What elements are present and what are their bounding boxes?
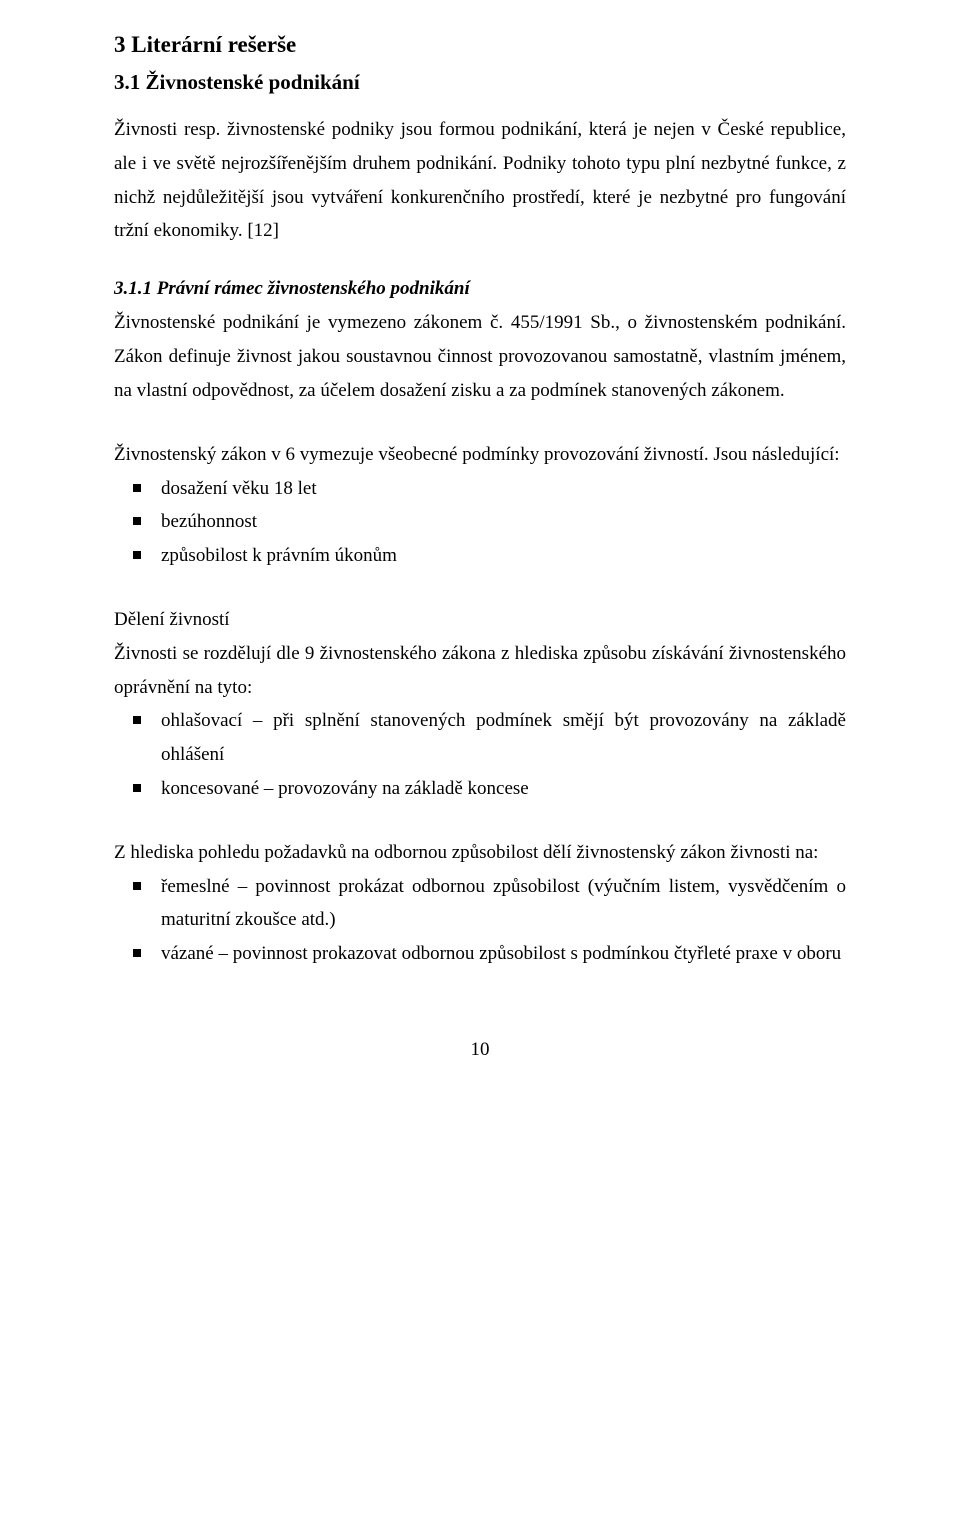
paragraph-types-lead: Živnosti se rozdělují dle 9 živnostenské… (114, 637, 846, 705)
heading-level-4: 3.1.1 Právní rámec živnostenského podnik… (114, 278, 846, 300)
heading-level-2: 3 Literární rešerše (114, 32, 846, 58)
paragraph-intro: Živnosti resp. živnostenské podniky jsou… (114, 113, 846, 248)
subheading-deleni: Dělení živností (114, 603, 846, 637)
list-item: dosažení věku 18 let (114, 472, 846, 506)
paragraph-conditions-lead: Živnostenský zákon v 6 vymezuje všeobecn… (114, 438, 846, 472)
list-item: řemeslné – povinnost prokázat odbornou z… (114, 870, 846, 938)
list-conditions: dosažení věku 18 let bezúhonnost způsobi… (114, 472, 846, 573)
list-item: bezúhonnost (114, 505, 846, 539)
paragraph-law-definition: Živnostenské podnikání je vymezeno zákon… (114, 306, 846, 407)
list-types-competence: řemeslné – povinnost prokázat odbornou z… (114, 870, 846, 971)
paragraph-competence-lead: Z hlediska pohledu požadavků na odbornou… (114, 836, 846, 870)
list-item: způsobilost k právním úkonům (114, 539, 846, 573)
document-page: 3 Literární rešerše 3.1 Živnostenské pod… (0, 0, 960, 1101)
list-types-acquisition: ohlašovací – při splnění stanovených pod… (114, 704, 846, 805)
page-number: 10 (114, 1039, 846, 1061)
list-item: ohlašovací – při splnění stanovených pod… (114, 704, 846, 772)
heading-level-3: 3.1 Živnostenské podnikání (114, 70, 846, 95)
list-item: koncesované – provozovány na základě kon… (114, 772, 846, 806)
list-item: vázané – povinnost prokazovat odbornou z… (114, 937, 846, 971)
